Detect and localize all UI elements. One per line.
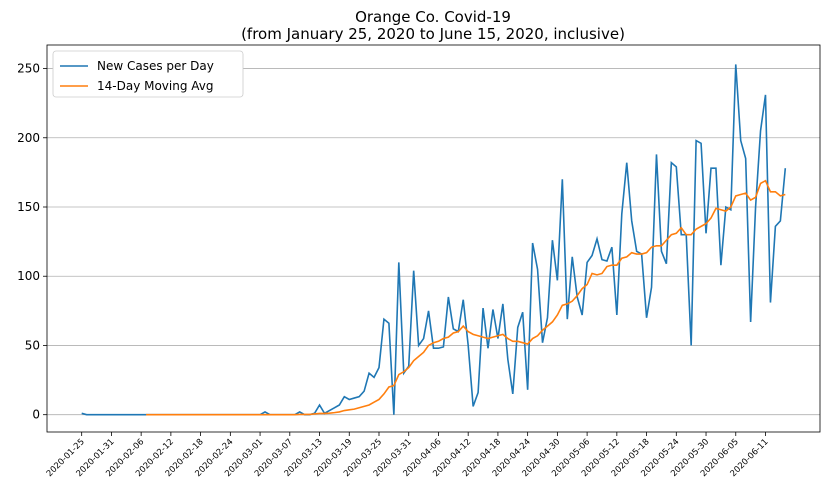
data-line [146,179,786,416]
y-tick-label: 100 [17,269,40,283]
y-tick-label: 250 [17,62,40,76]
legend-label: New Cases per Day [97,59,214,73]
plot-frame [46,44,821,433]
y-tick-label: 50 [25,338,40,352]
data-line [81,64,787,416]
y-tick-label: 200 [17,131,40,145]
y-tick-label: 0 [32,408,40,422]
chart-title: Orange Co. Covid-19 [355,8,511,26]
legend: New Cases per Day 14-Day Moving Avg [52,50,244,98]
legend-box [52,50,244,98]
chart-subtitle: (from January 25, 2020 to June 15, 2020,… [241,25,625,43]
y-tick-label: 150 [17,200,40,214]
legend-label: 14-Day Moving Avg [97,79,214,93]
